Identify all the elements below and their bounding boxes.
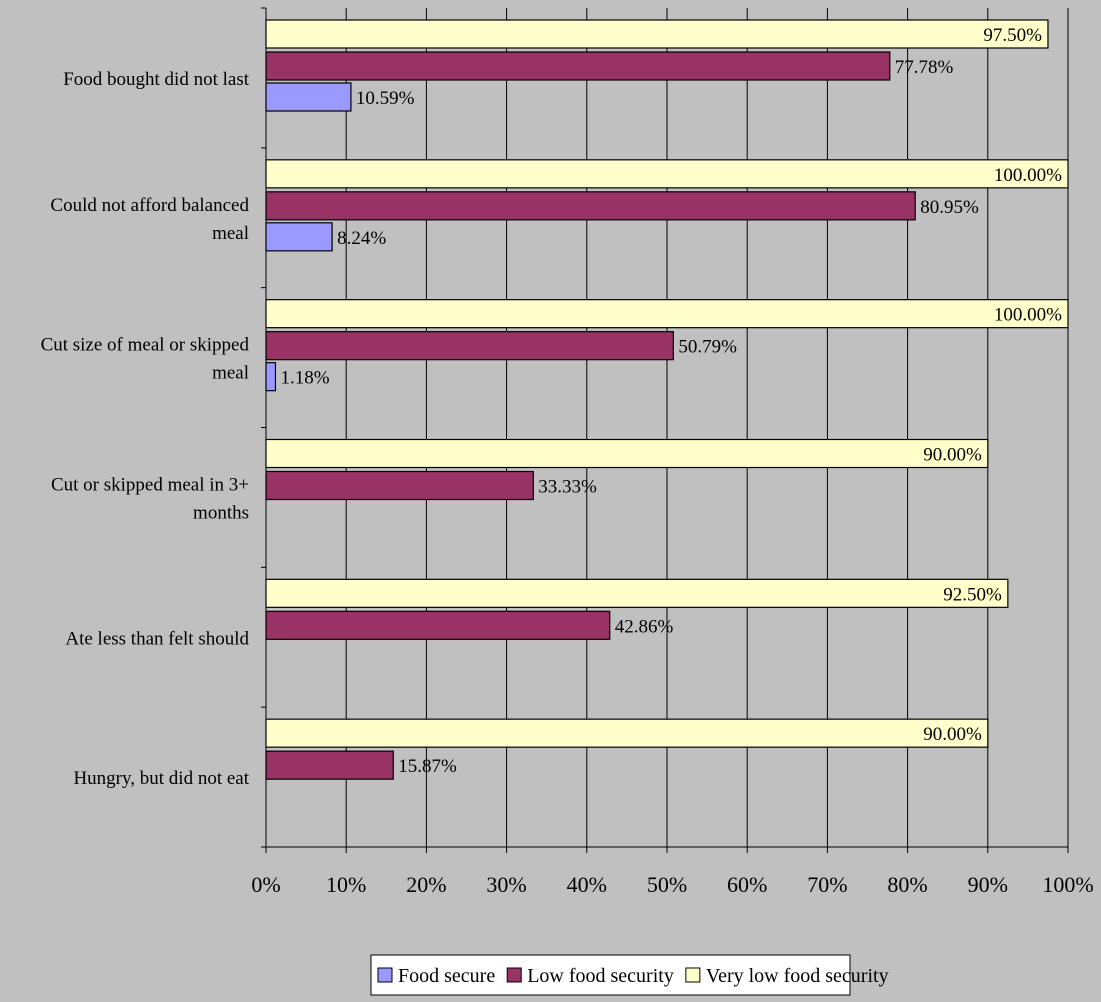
bar	[265, 51, 891, 81]
axes: 0% 10% 20% 30% 40% 50% 60% 70% 80% 90% 100% Food bo…	[41, 7, 1094, 897]
x-tick-label: 50%	[647, 872, 687, 897]
legend-box	[370, 954, 851, 996]
legend-swatch	[377, 967, 393, 983]
bar	[265, 438, 989, 469]
category-label: months	[193, 502, 249, 523]
category-label: Ate less than felt should	[65, 628, 249, 649]
data-label: 90.00%	[923, 724, 982, 745]
category-label: Cut or skipped meal in 3+	[51, 474, 249, 495]
data-label: 92.50%	[943, 584, 1002, 605]
bar	[265, 82, 352, 112]
x-tick-label: 30%	[486, 872, 526, 897]
category-label: meal	[212, 363, 249, 384]
data-label: 90.00%	[923, 445, 982, 466]
bar	[265, 718, 989, 748]
data-labels: 97.50% 77.78% 10.59% 100.00% 80.95% 8.24% 100.…	[280, 25, 1062, 777]
data-label: 15.87%	[398, 756, 457, 777]
data-label: 33.33%	[538, 477, 597, 498]
legend-swatch	[506, 967, 522, 983]
category-label: meal	[212, 223, 249, 244]
bar	[265, 470, 534, 501]
bar	[265, 299, 1069, 329]
data-label: 100.00%	[994, 305, 1062, 326]
category-label: Hungry, but did not eat	[73, 768, 249, 789]
x-tick-label: 20%	[406, 872, 446, 897]
x-tick-label: 0%	[251, 872, 280, 897]
legend-label: Very low food security	[706, 965, 889, 987]
category-label: Could not afford balanced	[50, 195, 249, 216]
bar	[265, 159, 1069, 189]
x-tick-label: 90%	[968, 872, 1008, 897]
bar	[265, 222, 333, 252]
bar	[265, 331, 674, 361]
bar	[265, 610, 611, 640]
x-tick-label: 60%	[727, 872, 767, 897]
legend-label: Low food security	[527, 965, 674, 987]
bar	[265, 362, 277, 392]
category-label: Cut size of meal or skipped	[41, 335, 250, 356]
bar	[265, 578, 1009, 608]
data-label: 42.86%	[615, 616, 674, 637]
x-tick-label: 10%	[326, 872, 366, 897]
bars	[265, 19, 1069, 780]
legend: Food secure Low food security Very low foo…	[370, 954, 889, 996]
gridlines	[265, 8, 1069, 847]
x-tick-label: 70%	[807, 872, 847, 897]
x-tick-label: 100%	[1042, 872, 1093, 897]
data-label: 1.18%	[280, 368, 329, 389]
data-label: 77.78%	[895, 57, 954, 78]
bar	[265, 750, 394, 780]
legend-label: Food secure	[398, 965, 495, 987]
bar	[265, 19, 1049, 49]
x-tick-label: 80%	[887, 872, 927, 897]
data-label: 10.59%	[356, 88, 415, 109]
data-label: 100.00%	[994, 165, 1062, 186]
data-label: 97.50%	[983, 25, 1042, 46]
legend-swatch	[685, 967, 701, 983]
data-label: 8.24%	[337, 228, 386, 249]
data-label: 80.95%	[920, 197, 979, 218]
category-label: Food bought did not last	[63, 69, 250, 90]
bar	[265, 191, 916, 221]
data-label: 50.79%	[678, 337, 737, 358]
x-tick-label: 40%	[567, 872, 607, 897]
